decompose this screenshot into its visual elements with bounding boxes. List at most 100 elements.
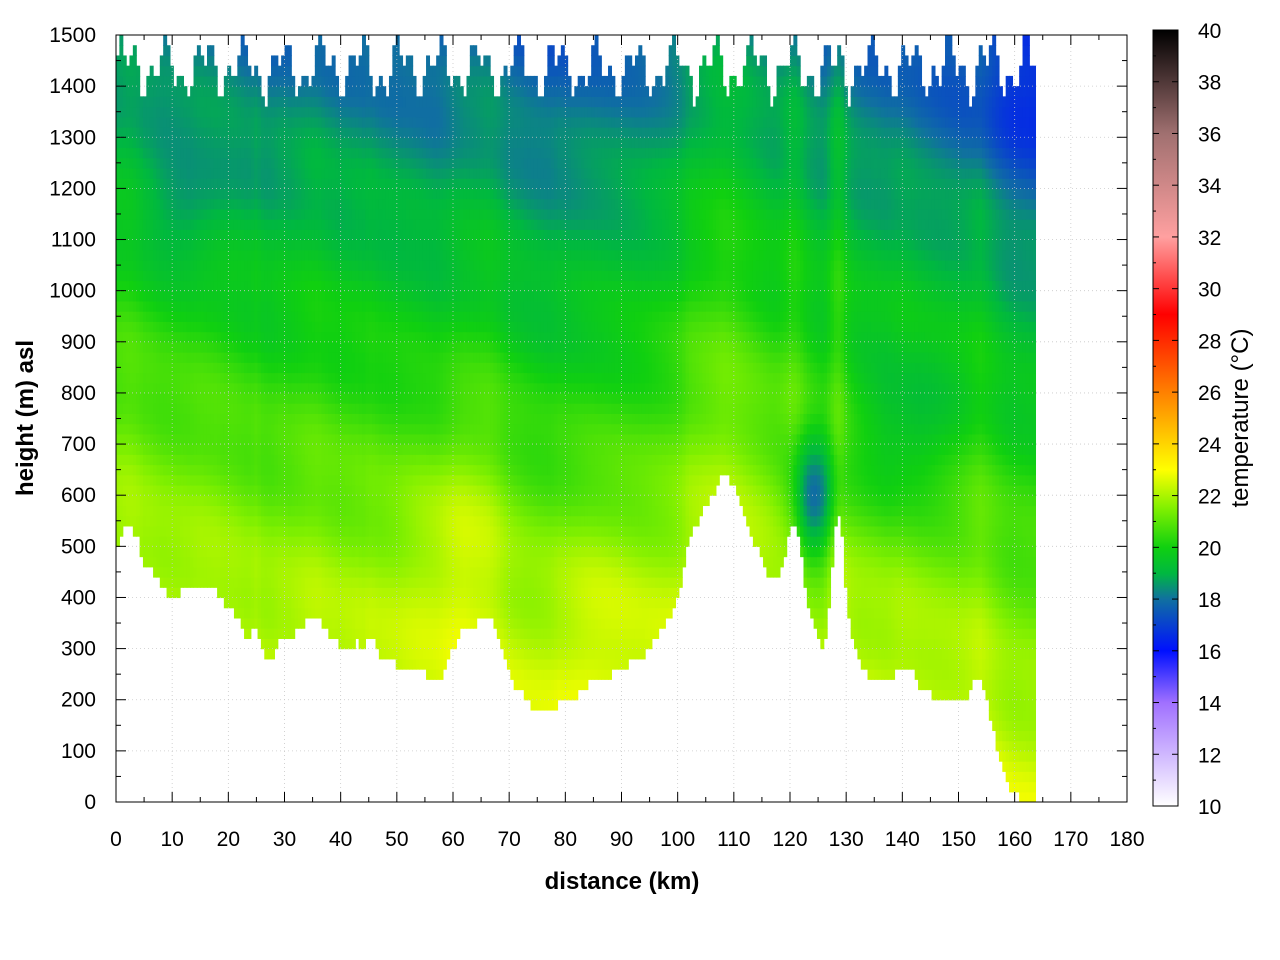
- heatmap-cell: [355, 454, 360, 466]
- heatmap-cell: [328, 178, 333, 189]
- heatmap-cell: [294, 617, 299, 629]
- heatmap-cell: [351, 546, 356, 558]
- heatmap-cell: [341, 331, 346, 343]
- heatmap-cell: [193, 566, 198, 578]
- heatmap-cell: [324, 239, 329, 251]
- heatmap-cell: [206, 311, 211, 322]
- heatmap-cell: [267, 127, 272, 138]
- heatmap-cell: [362, 198, 366, 210]
- heatmap-cell: [358, 566, 363, 578]
- heatmap-cell: [230, 188, 235, 200]
- heatmap-cell: [291, 96, 296, 108]
- heatmap-cell: [180, 444, 184, 455]
- heatmap-cell: [230, 239, 235, 251]
- heatmap-cell: [324, 474, 329, 486]
- heatmap-cell: [173, 147, 178, 159]
- heatmap-cell: [297, 86, 302, 97]
- heatmap-cell: [348, 137, 353, 149]
- heatmap-cell: [328, 321, 333, 333]
- heatmap-cell: [230, 382, 235, 394]
- heatmap-cell: [345, 321, 350, 333]
- heatmap-cell: [267, 556, 272, 568]
- heatmap-cell: [260, 423, 265, 435]
- heatmap-cell: [304, 372, 309, 384]
- heatmap-cell: [348, 259, 353, 271]
- heatmap-cell: [227, 208, 232, 220]
- heatmap-cell: [250, 505, 255, 517]
- heatmap-cell: [338, 382, 343, 394]
- heatmap-cell: [351, 607, 356, 619]
- heatmap-cell: [324, 157, 329, 169]
- heatmap-cell: [348, 239, 353, 251]
- heatmap-cell: [206, 331, 211, 343]
- heatmap-cell: [180, 208, 184, 220]
- heatmap-cell: [176, 137, 181, 149]
- heatmap-cell: [267, 474, 272, 486]
- heatmap-cell: [200, 147, 205, 159]
- heatmap-cell: [318, 362, 323, 374]
- heatmap-cell: [186, 505, 191, 517]
- heatmap-cell: [122, 505, 127, 517]
- heatmap-cell: [190, 484, 195, 496]
- heatmap-cell: [338, 280, 343, 292]
- heatmap-cell: [149, 413, 154, 425]
- heatmap-cell: [274, 566, 279, 578]
- heatmap-cell: [351, 505, 356, 517]
- heatmap-cell: [166, 362, 171, 374]
- heatmap-cell: [240, 198, 245, 210]
- heatmap-cell: [176, 259, 181, 271]
- heatmap-cell: [223, 137, 228, 149]
- heatmap-cell: [126, 86, 131, 97]
- heatmap-cell: [328, 239, 333, 251]
- heatmap-cell: [321, 474, 326, 486]
- heatmap-cell: [254, 270, 259, 282]
- heatmap-cell: [220, 331, 225, 343]
- heatmap-cell: [335, 106, 340, 118]
- heatmap-cell: [351, 311, 356, 322]
- heatmap-cell: [227, 495, 232, 507]
- heatmap-cell: [355, 208, 360, 220]
- heatmap-cell: [146, 403, 151, 414]
- heatmap-cell: [166, 239, 171, 251]
- heatmap-cell: [169, 444, 174, 455]
- heatmap-cell: [163, 300, 168, 312]
- heatmap-cell: [328, 65, 333, 77]
- heatmap-cell: [196, 525, 201, 537]
- heatmap-cell: [287, 484, 292, 496]
- heatmap-cell: [287, 454, 292, 466]
- heatmap-cell: [409, 55, 414, 67]
- heatmap-cell: [281, 106, 286, 118]
- heatmap-cell: [348, 566, 353, 578]
- heatmap-cell: [281, 577, 286, 588]
- heatmap-cell: [210, 45, 215, 57]
- heatmap-cell: [250, 566, 255, 578]
- heatmap-cell: [190, 147, 195, 159]
- heatmap-cell: [355, 96, 360, 108]
- heatmap-cell: [362, 116, 366, 128]
- heatmap-cell: [335, 444, 340, 455]
- heatmap-cell: [169, 116, 174, 128]
- heatmap-cell: [331, 96, 336, 108]
- heatmap-cell: [190, 229, 195, 241]
- heatmap-cell: [328, 116, 333, 128]
- heatmap-cell: [244, 300, 249, 312]
- heatmap-cell: [180, 116, 184, 128]
- heatmap-cell: [304, 147, 309, 159]
- heatmap-cell: [260, 433, 265, 445]
- heatmap-cell: [314, 331, 319, 343]
- heatmap-cell: [287, 362, 292, 374]
- heatmap-cell: [358, 433, 363, 445]
- heatmap-cell: [294, 219, 299, 230]
- heatmap-cell: [287, 311, 292, 322]
- heatmap-cell: [271, 300, 275, 312]
- heatmap-cell: [362, 577, 366, 588]
- heatmap-cell: [119, 96, 124, 108]
- heatmap-cell: [308, 208, 313, 220]
- heatmap-cell: [149, 556, 154, 568]
- heatmap-cell: [156, 219, 161, 230]
- heatmap-cell: [297, 566, 302, 578]
- heatmap-cell: [183, 147, 188, 159]
- heatmap-cell: [180, 137, 184, 149]
- heatmap-cell: [186, 546, 191, 558]
- heatmap-cell: [244, 515, 249, 527]
